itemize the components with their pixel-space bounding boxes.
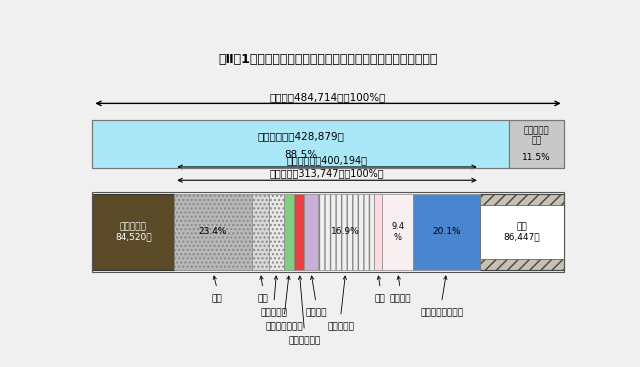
Text: 図Ⅱ－1　家計収支の構成（二人以上の世帯のうち勤労者世帯）: 図Ⅱ－1 家計収支の構成（二人以上の世帯のうち勤労者世帯） xyxy=(218,52,438,66)
Text: 住居: 住居 xyxy=(257,294,268,303)
Bar xyxy=(92,120,564,168)
Text: 88.5%: 88.5% xyxy=(284,150,317,160)
Bar xyxy=(284,194,294,270)
Bar xyxy=(294,194,305,270)
Bar xyxy=(305,194,317,270)
Bar xyxy=(174,194,252,270)
Text: 光熱・水道: 光熱・水道 xyxy=(260,308,287,317)
Bar xyxy=(317,194,374,270)
Text: 20.1%: 20.1% xyxy=(432,228,461,236)
Text: 家具・家事用品: 家具・家事用品 xyxy=(266,322,303,331)
Text: その他の消費支出: その他の消費支出 xyxy=(420,308,463,317)
Text: 保健医療: 保健医療 xyxy=(305,308,327,317)
Bar xyxy=(480,194,564,270)
Text: 交通・通信: 交通・通信 xyxy=(327,322,354,331)
Text: 16.9%: 16.9% xyxy=(332,228,360,236)
Text: 被服及び履物: 被服及び履物 xyxy=(288,337,321,345)
Bar xyxy=(413,194,480,270)
Text: 勤め先収入　428,879円: 勤め先収入 428,879円 xyxy=(257,131,344,141)
Bar xyxy=(252,194,269,270)
Text: 23.4%: 23.4% xyxy=(199,228,227,236)
Text: 食料: 食料 xyxy=(212,294,222,303)
Text: 可処分所得　400,194円: 可処分所得 400,194円 xyxy=(287,155,367,165)
Bar xyxy=(374,194,382,270)
Text: 実収入　484,714円（100%）: 実収入 484,714円（100%） xyxy=(270,92,386,102)
Text: 教育: 教育 xyxy=(375,294,386,303)
Text: 黒字
86,447円: 黒字 86,447円 xyxy=(503,222,540,241)
Text: 消費支出　313,747円（100%）: 消費支出 313,747円（100%） xyxy=(269,168,385,178)
FancyBboxPatch shape xyxy=(480,205,564,259)
Text: 教養娯楽: 教養娯楽 xyxy=(389,294,411,303)
Bar xyxy=(509,120,564,168)
Bar xyxy=(382,194,413,270)
Bar xyxy=(92,120,509,168)
Bar xyxy=(92,194,174,270)
Text: 11.5%: 11.5% xyxy=(522,153,551,162)
Bar xyxy=(269,194,284,270)
Text: 勤め先収入
以外: 勤め先収入 以外 xyxy=(524,126,549,145)
Text: 9.4
%: 9.4 % xyxy=(391,222,404,241)
Text: 非消費支出
84,520円: 非消費支出 84,520円 xyxy=(115,222,152,241)
Bar xyxy=(92,192,564,272)
